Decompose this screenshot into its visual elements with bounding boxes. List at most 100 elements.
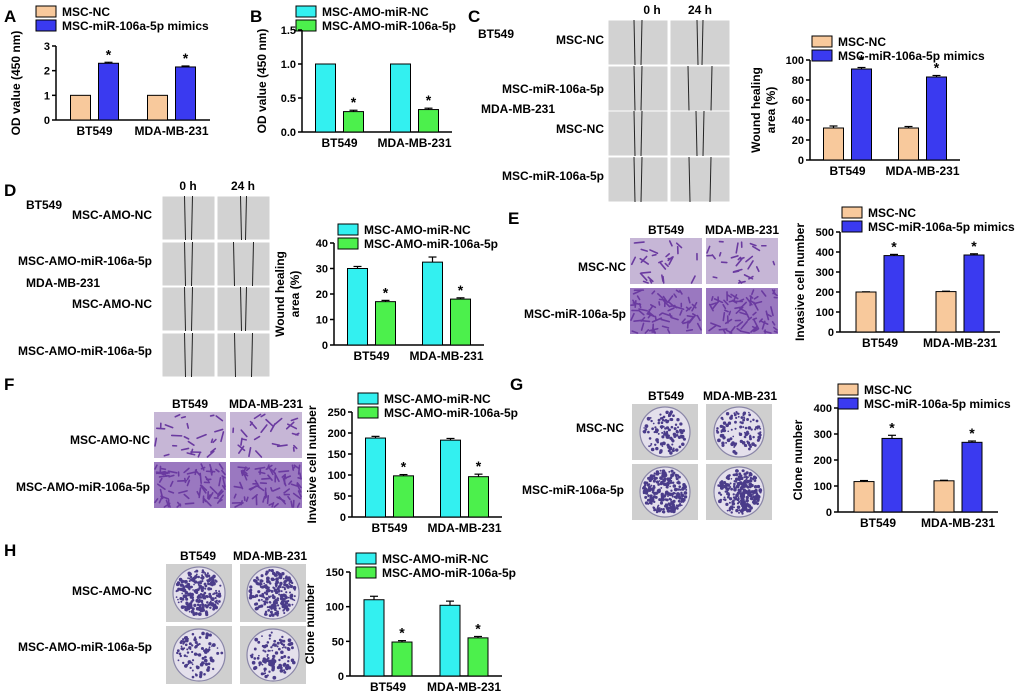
colony: [678, 445, 682, 449]
cell: [293, 464, 300, 470]
y-tick-label: 100: [786, 55, 804, 67]
cell: [154, 498, 159, 504]
colony: [260, 598, 263, 601]
colony: [290, 658, 295, 663]
row-label: MSC-AMO-NC: [72, 208, 152, 222]
colony: [754, 495, 758, 499]
colony: [209, 600, 212, 603]
cell: [190, 448, 194, 455]
wound-edge: [245, 195, 247, 241]
colony: [287, 643, 290, 646]
colony: [668, 470, 671, 473]
colony: [282, 577, 285, 580]
colony: [731, 500, 734, 504]
wound-image: [216, 241, 271, 287]
colony: [271, 668, 275, 672]
cell: [266, 495, 270, 505]
colony: [186, 607, 191, 611]
colony: [215, 591, 218, 595]
cell: [722, 312, 726, 322]
colony: [740, 497, 744, 501]
colony: [677, 435, 682, 439]
cell: [154, 464, 158, 470]
colony: [743, 417, 746, 419]
colony: [287, 666, 292, 670]
colony: [184, 580, 188, 584]
cell: [234, 502, 244, 508]
cell: [638, 308, 648, 312]
colony: [278, 638, 282, 642]
cell: [761, 290, 767, 297]
colony: [676, 418, 680, 422]
bar: [391, 641, 413, 677]
colony: [216, 647, 219, 649]
colony: [260, 574, 264, 578]
colony: [188, 577, 191, 580]
colony: [258, 654, 260, 657]
colony: [738, 472, 742, 476]
colony: [756, 502, 759, 506]
colony: [197, 612, 202, 616]
colony: [720, 480, 724, 483]
cell: [164, 424, 174, 429]
colony: [675, 448, 679, 452]
colony: [273, 578, 276, 581]
y-tick-label: 0: [338, 671, 344, 683]
colony: [727, 487, 731, 490]
colony: [736, 498, 740, 502]
colony: [278, 593, 281, 596]
x-tick-label: MDA-MB-231: [409, 349, 483, 363]
cell: [292, 492, 302, 500]
colony: [660, 499, 663, 501]
cell: [186, 479, 191, 487]
cell: [200, 466, 206, 470]
cell: [194, 469, 201, 476]
colony: [205, 635, 209, 640]
colony: [678, 485, 682, 489]
colony: [664, 504, 667, 508]
cell: [269, 423, 276, 433]
colony: [646, 416, 651, 421]
cell: [237, 466, 248, 469]
y-tick-label: 0: [322, 340, 328, 352]
bar: [926, 76, 947, 161]
colony: [659, 450, 663, 454]
row-label: MSC-NC: [576, 421, 624, 435]
cell: [296, 482, 302, 489]
cell: [160, 467, 167, 471]
colony: [729, 437, 733, 441]
legend-label: MSC-AMO-miR-106a-5p: [382, 566, 516, 580]
wound-edge: [640, 19, 643, 66]
colony: [654, 508, 657, 511]
col-header-bt549: BT549: [648, 223, 684, 237]
colony: [257, 590, 261, 594]
colony: [723, 496, 726, 499]
colony: [204, 572, 207, 575]
colony: [737, 496, 740, 499]
cell: [248, 485, 258, 490]
colony: [288, 582, 290, 585]
y-tick-label: 1: [44, 90, 50, 102]
colony: [733, 488, 737, 492]
colony: [209, 581, 213, 585]
cell: [727, 294, 732, 299]
colony: [285, 583, 289, 588]
colony: [195, 569, 199, 573]
colony: [267, 608, 271, 612]
colony: [217, 600, 221, 603]
colony: [667, 449, 671, 453]
colony: [189, 575, 193, 579]
colony: [654, 429, 659, 434]
cell: [183, 467, 190, 474]
colony: [642, 491, 646, 495]
colony: [205, 632, 209, 636]
wound-image: [216, 195, 271, 241]
cell: [662, 299, 671, 308]
colony: [681, 498, 686, 502]
colony: [735, 416, 738, 420]
colony: [188, 610, 191, 613]
colony: [265, 592, 269, 596]
colony: [279, 581, 283, 586]
x-tick-label: BT549: [353, 349, 389, 363]
colony: [177, 598, 179, 601]
